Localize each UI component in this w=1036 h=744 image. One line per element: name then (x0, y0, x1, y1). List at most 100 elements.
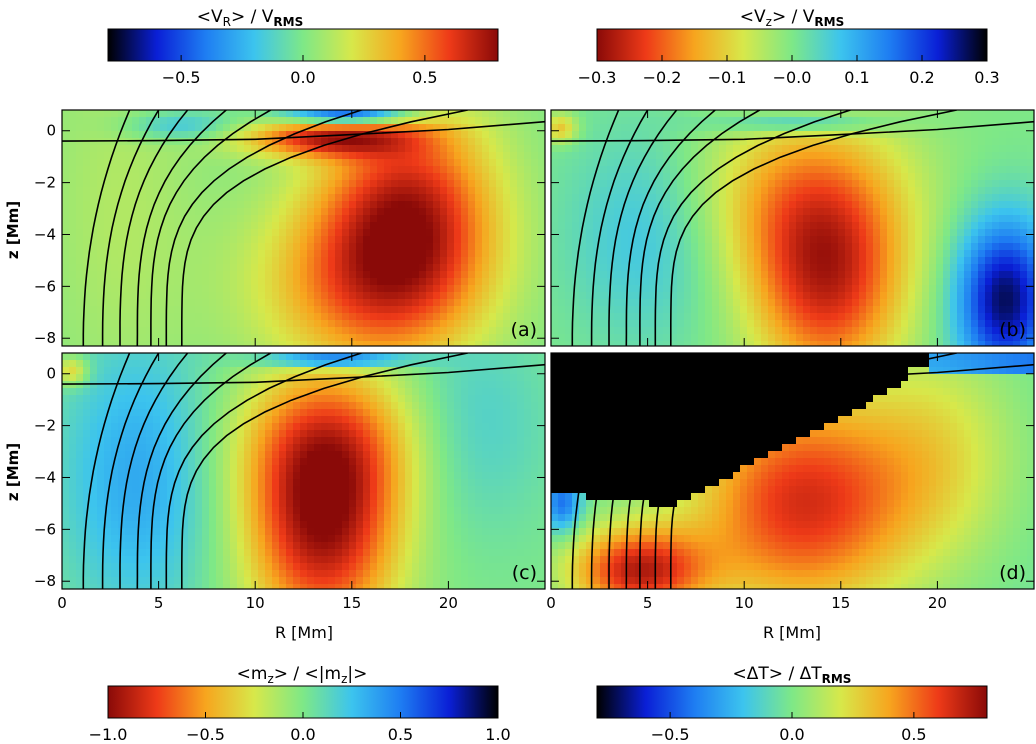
colorbar-mz: <mz> / <|mz|> −1.0 −0.5 0.0 0.5 1.0 (89, 664, 511, 744)
field-line (608, 110, 678, 346)
field-line (654, 110, 851, 346)
y-tick-label: −8 (34, 572, 56, 590)
field-line (136, 110, 227, 346)
field-line (82, 353, 131, 589)
cb-mz-tick-label: 0.5 (388, 725, 413, 744)
field-line (101, 353, 160, 589)
cb-vr-tick-label: 0.0 (290, 68, 315, 87)
cb-vr-tick-label: −0.5 (162, 68, 201, 87)
cb-mz-tick-label: 0.0 (290, 725, 315, 744)
x-tick-label: 10 (246, 594, 265, 612)
cb-vz-tick-label: −0.1 (708, 68, 747, 87)
y-tick-label: −6 (34, 520, 56, 538)
colorbar-vr: <VR> / VRMS −0.5 0.0 0.5 (107, 7, 499, 87)
field-lines-b (551, 110, 1034, 346)
cb-vz-tick-label: 0.3 (974, 68, 999, 87)
x-tick-label: 10 (735, 594, 754, 612)
cb-vr-tick-label: 0.5 (412, 68, 437, 87)
x-tick-label: 15 (831, 594, 850, 612)
field-line (119, 110, 189, 346)
field-line (625, 110, 716, 346)
panel-frame (550, 109, 1035, 347)
field-line (181, 353, 468, 589)
heatmap-a (62, 110, 545, 346)
cb-vz-tick-label: −0.2 (643, 68, 682, 87)
y-tick-label: −4 (34, 468, 56, 486)
panel-label: (b) (999, 319, 1026, 341)
field-line (669, 110, 957, 346)
y-tick-label: −8 (34, 329, 56, 347)
cb-dt-tick-label: −0.5 (651, 725, 690, 744)
field-line (101, 110, 160, 346)
field-line (82, 110, 131, 346)
field-line (119, 353, 189, 589)
panel-d: 0 5 10 15 20 (d) (546, 352, 1035, 612)
y-axis-label-bottom: z [Mm] (4, 443, 22, 501)
cb-vz-tick-label: −0.3 (578, 68, 617, 87)
field-line (625, 353, 716, 589)
x-axis-label-left: R [Mm] (275, 623, 333, 642)
field-line (639, 353, 761, 589)
colorbar-vr-title: <VR> / VRMS (197, 7, 303, 29)
cb-mz-tick-label: 1.0 (485, 725, 510, 744)
panel-frame (61, 109, 546, 347)
field-line (590, 353, 649, 589)
panel-label: (a) (511, 319, 537, 341)
panel-frame (550, 352, 1035, 590)
cb-vz-tick-label: −0.0 (773, 68, 812, 87)
y-tick-label: 0 (46, 122, 56, 140)
field-line (181, 110, 468, 346)
cb-vz-tick-label: 0.1 (844, 68, 869, 87)
heatmap-b (551, 110, 1034, 346)
colorbar-vz-title: <Vz> / VRMS (740, 7, 844, 29)
field-line (150, 353, 272, 589)
heatmap-d (551, 353, 1034, 589)
colorbar-dt-title: <ΔT> / ΔTRMS (733, 664, 852, 686)
field-line (150, 110, 272, 346)
cb-mz-tick-label: −0.5 (186, 725, 225, 744)
panel-label: (c) (512, 562, 537, 584)
panel-b: (b) (550, 109, 1035, 347)
colorbar-dt: <ΔT> / ΔTRMS −0.5 0.0 0.5 (596, 664, 988, 744)
y-tick-label: −2 (34, 174, 56, 192)
tau-unity-line (551, 363, 1034, 385)
field-line (136, 353, 227, 589)
field-line (590, 110, 649, 346)
x-tick-label: 20 (439, 594, 458, 612)
x-tick-label: 5 (154, 594, 164, 612)
cb-vz-tick-label: 0.2 (909, 68, 934, 87)
tau-unity-line (62, 120, 545, 142)
field-line (571, 110, 620, 346)
field-line (608, 353, 678, 589)
field-line (571, 353, 620, 589)
cb-dt-tick-label: 0.5 (901, 725, 926, 744)
colorbar-mz-title: <mz> / <|mz|> (237, 664, 368, 686)
panel-a: 0 −2 −4 −6 −8 (a) (34, 109, 546, 347)
panel-c: 0 5 10 15 20 0 −2 −4 −6 −8 (c) (34, 352, 546, 612)
field-lines-d (551, 353, 1034, 589)
y-tick-label: 0 (46, 365, 56, 383)
x-axis-label-right: R [Mm] (763, 623, 821, 642)
x-tick-label: 15 (342, 594, 361, 612)
x-tick-label: 5 (643, 594, 653, 612)
y-tick-label: −4 (34, 225, 56, 243)
field-line (165, 353, 362, 589)
field-line (654, 353, 851, 589)
field-lines-a (62, 110, 545, 346)
y-tick-label: −6 (34, 277, 56, 295)
tau-unity-line (551, 120, 1034, 142)
cb-mz-tick-label: −1.0 (89, 725, 128, 744)
cb-dt-tick-label: 0.0 (779, 725, 804, 744)
x-tick-label: 0 (57, 594, 67, 612)
y-tick-label: −2 (34, 417, 56, 435)
field-line (669, 353, 957, 589)
panel-frame (61, 352, 546, 590)
field-line (165, 110, 362, 346)
heatmap-c (62, 353, 545, 589)
x-tick-label: 0 (546, 594, 556, 612)
x-tick-label: 20 (928, 594, 947, 612)
colorbar-vz: <Vz> / VRMS −0.3 −0.2 −0.1 −0.0 0.1 0.2 0.3 (578, 7, 1000, 87)
field-line (639, 110, 761, 346)
panel-label: (d) (999, 562, 1026, 584)
